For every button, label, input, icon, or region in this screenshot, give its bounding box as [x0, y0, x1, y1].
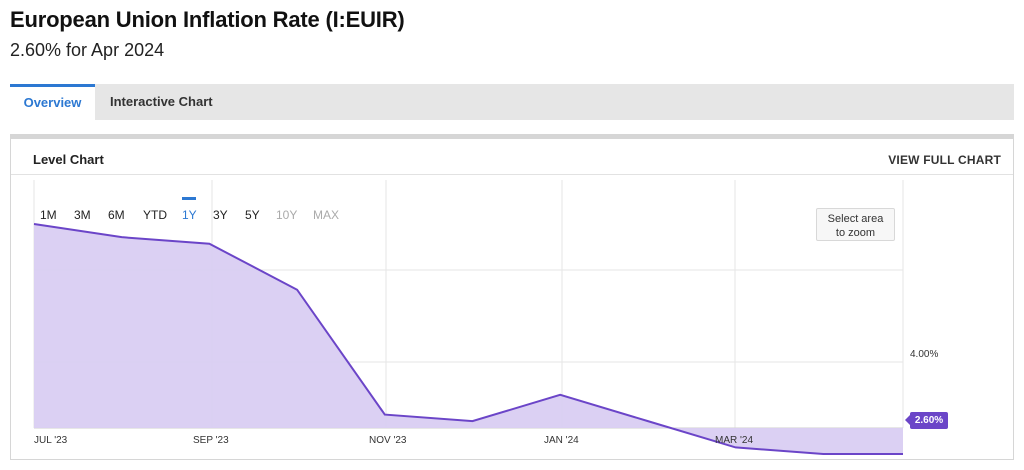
active-range-indicator [182, 197, 196, 200]
data-point-2024-02[interactable] [645, 418, 651, 424]
data-point-2023-08[interactable] [119, 234, 125, 240]
x-tick-label: JAN '24 [544, 435, 579, 446]
tab-overview[interactable]: Overview [10, 84, 95, 120]
data-point-2023-11[interactable] [382, 412, 388, 418]
range-button-3m[interactable]: 3M [74, 208, 91, 222]
series-area [34, 224, 903, 454]
x-tick-label: NOV '23 [369, 435, 407, 446]
panel-title: Level Chart [33, 152, 104, 167]
data-point-2023-10[interactable] [294, 287, 300, 293]
x-tick-label: JUL '23 [34, 435, 68, 446]
last-value-badge: 2.60% [905, 412, 948, 429]
range-button-5y[interactable]: 5Y [245, 208, 260, 222]
x-tick-label: MAR '24 [715, 435, 754, 446]
range-button-6m[interactable]: 6M [108, 208, 125, 222]
zoom-hint-line2: to zoom [835, 227, 876, 239]
data-point-2023-12[interactable] [470, 418, 476, 424]
range-button-max: MAX [313, 208, 340, 222]
tab-interactive-chart[interactable]: Interactive Chart [110, 94, 213, 109]
range-button-1m[interactable]: 1M [40, 208, 57, 222]
view-full-chart-link[interactable]: VIEW FULL CHART [888, 153, 1001, 167]
x-tick-label: SEP '23 [193, 435, 229, 446]
data-point-2024-04[interactable] [820, 451, 826, 457]
data-point-2023-09[interactable] [206, 241, 212, 247]
tab-bar: Overview Interactive Chart [10, 84, 1014, 120]
data-point-2023-07[interactable] [31, 221, 37, 227]
range-button-1y[interactable]: 1Y [182, 208, 197, 222]
series-line [33, 223, 903, 455]
zoom-hint: Select area to zoom [816, 208, 895, 241]
data-point-2024-01[interactable] [557, 392, 563, 398]
range-button-ytd[interactable]: YTD [143, 208, 167, 222]
page-title: European Union Inflation Rate (I:EUIR) [10, 7, 405, 32]
page-subtitle: 2.60% for Apr 2024 [10, 40, 165, 60]
range-button-3y[interactable]: 3Y [213, 208, 228, 222]
y-tick-label: 4.00% [910, 349, 939, 360]
zoom-hint-line1: Select area [827, 213, 884, 225]
panel-header: Level Chart VIEW FULL CHART [11, 135, 1013, 175]
range-button-10y: 10Y [276, 208, 298, 222]
